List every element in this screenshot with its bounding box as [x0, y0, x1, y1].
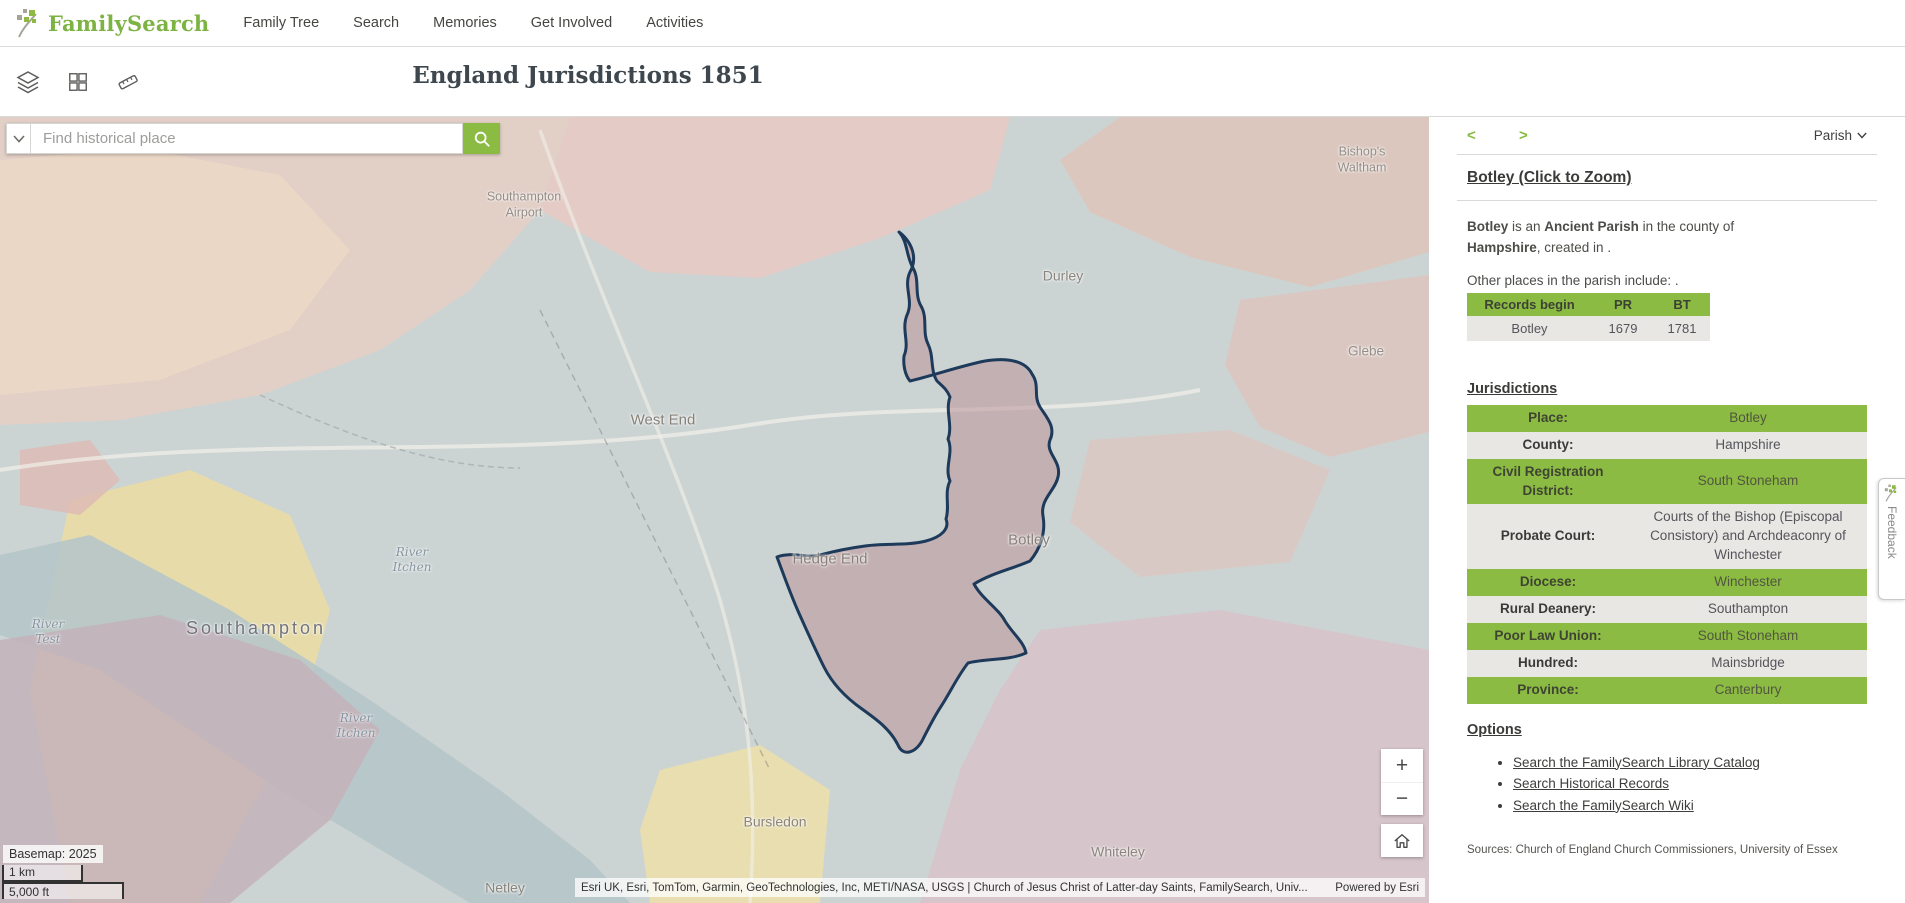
search-button[interactable] [463, 123, 500, 154]
scalebar-ft: 5,000 ft [2, 882, 124, 899]
familysearch-logo[interactable]: FamilySearch [14, 8, 209, 38]
other-places-note: Other places in the parish include: . [1467, 272, 1679, 288]
search-options-dropdown[interactable] [6, 123, 31, 154]
table-row: Probate Court: Courts of the Bishop (Epi… [1467, 504, 1867, 570]
place-heading-link[interactable]: Botley (Click to Zoom) [1467, 169, 1632, 186]
place-description: Botley is an Ancient Parish in the count… [1467, 219, 1735, 255]
jurisdictions-table: Place: Botley County: Hampshire Civil Re… [1467, 404, 1867, 704]
list-item: Search Historical Records [1513, 773, 1867, 795]
chevron-down-icon [12, 134, 25, 143]
divider [1457, 200, 1877, 201]
home-extent-button[interactable] [1381, 824, 1423, 857]
familysearch-wiki-link[interactable]: Search the FamilySearch Wiki [1513, 797, 1694, 813]
scalebar-km: 1 km [2, 865, 83, 882]
feedback-label: Feedback [1885, 506, 1899, 559]
nav-item-activities[interactable]: Activities [646, 15, 704, 31]
layers-icon [16, 71, 40, 94]
list-item: Search the FamilySearch Wiki [1513, 795, 1867, 817]
map-canvas[interactable]: Bishop's Waltham Southampton Airport Dur… [0, 117, 1429, 903]
brand-wordmark: FamilySearch [48, 10, 210, 36]
records-col-header: BT [1654, 292, 1710, 316]
title-bar: England Jurisdictions 1851 [0, 47, 1905, 117]
table-row: Civil Registration District: South Stone… [1467, 458, 1867, 505]
basemap-year-label: Basemap: 2025 [3, 845, 103, 863]
library-catalog-link[interactable]: Search the FamilySearch Library Catalog [1513, 754, 1760, 770]
familysearch-tree-icon [1884, 484, 1897, 502]
table-row: Hundred: Mainsbridge [1467, 649, 1867, 677]
basemap-artwork [0, 117, 1429, 903]
nav-item-family-tree[interactable]: Family Tree [243, 15, 320, 31]
historical-records-link[interactable]: Search Historical Records [1513, 776, 1670, 792]
zoom-in-button[interactable]: + [1381, 749, 1423, 782]
layers-button[interactable] [14, 68, 42, 96]
panel-nav: < > Parish [1453, 117, 1881, 154]
nav-item-search[interactable]: Search [353, 15, 400, 31]
table-row: County: Hampshire [1467, 431, 1867, 459]
table-row: Diocese: Winchester [1467, 569, 1867, 596]
parish-type: Ancient Parish [1544, 219, 1639, 234]
search-icon [474, 131, 490, 147]
ruler-icon [118, 74, 138, 90]
records-begin-table: Records begin PR BT Botley 1679 1781 [1467, 292, 1710, 341]
records-col-header: PR [1592, 292, 1654, 316]
table-row: Province: Canterbury [1467, 676, 1867, 704]
zoom-out-button[interactable]: − [1381, 782, 1423, 815]
zoom-controls: + − [1381, 749, 1423, 815]
familysearch-tree-icon [17, 9, 37, 38]
feedback-tab[interactable]: Feedback [1878, 478, 1905, 600]
powered-by-esri: Powered by Esri [1335, 881, 1419, 894]
place-search [6, 123, 500, 154]
chevron-down-icon [1857, 132, 1867, 139]
top-nav: FamilySearch Family Tree Search Memories… [0, 0, 1905, 47]
county-name: Hampshire [1467, 239, 1537, 255]
search-input[interactable] [31, 123, 463, 154]
options-list: Search the FamilySearch Library Catalog … [1513, 752, 1867, 817]
list-item: Search the FamilySearch Library Catalog [1513, 752, 1867, 774]
grid-icon [69, 73, 87, 91]
options-heading[interactable]: Options [1467, 721, 1522, 738]
records-col-header: Records begin [1467, 292, 1592, 316]
place-details-panel: < > Parish Botley (Click to Zoom) Botley… [1429, 117, 1905, 903]
next-place-button[interactable]: > [1519, 127, 1528, 144]
jurisdiction-type-label: Parish [1813, 128, 1852, 143]
place-name: Botley [1467, 219, 1509, 234]
nav-item-get-involved[interactable]: Get Involved [530, 15, 613, 31]
table-row: Poor Law Union: South Stoneham [1467, 622, 1867, 650]
previous-place-button[interactable]: < [1467, 127, 1476, 144]
measure-button[interactable] [114, 68, 142, 96]
basemap-gallery-button[interactable] [64, 68, 92, 96]
sources-note: Sources: Church of England Church Commis… [1467, 844, 1838, 857]
table-row: Rural Deanery: Southampton [1467, 595, 1867, 623]
jurisdiction-type-dropdown[interactable]: Parish [1814, 128, 1867, 143]
nav-item-memories[interactable]: Memories [433, 15, 497, 31]
divider [1457, 154, 1877, 155]
table-row: Botley 1679 1781 [1467, 315, 1710, 341]
home-icon [1394, 833, 1410, 848]
attribution-text: Esri UK, Esri, TomTom, Garmin, GeoTechno… [581, 881, 1308, 894]
table-row: Place: Botley [1467, 404, 1867, 432]
selected-parish-boundary [775, 230, 1061, 754]
jurisdictions-heading[interactable]: Jurisdictions [1467, 380, 1558, 397]
map-attribution: Esri UK, Esri, TomTom, Garmin, GeoTechno… [575, 878, 1425, 897]
page-title: England Jurisdictions 1851 [412, 62, 764, 89]
